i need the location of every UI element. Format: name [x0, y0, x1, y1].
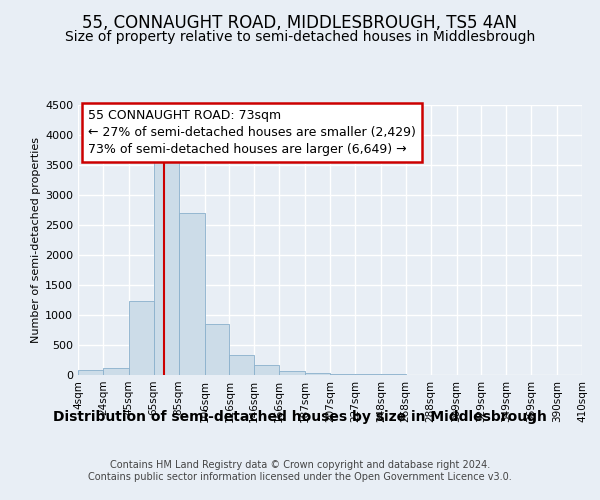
Bar: [355, 374, 381, 375]
Text: 55, CONNAUGHT ROAD, MIDDLESBROUGH, TS5 4AN: 55, CONNAUGHT ROAD, MIDDLESBROUGH, TS5 4…: [82, 14, 518, 32]
Text: 55 CONNAUGHT ROAD: 73sqm
← 27% of semi-detached houses are smaller (2,429)
73% o: 55 CONNAUGHT ROAD: 73sqm ← 27% of semi-d…: [88, 109, 416, 156]
Y-axis label: Number of semi-detached properties: Number of semi-detached properties: [31, 137, 41, 343]
Bar: [154, 158, 179, 375]
Bar: [381, 374, 406, 375]
Text: Contains HM Land Registry data © Crown copyright and database right 2024.: Contains HM Land Registry data © Crown c…: [110, 460, 490, 470]
Bar: [305, 373, 330, 375]
Bar: [279, 372, 305, 375]
Bar: [78, 370, 103, 375]
Text: Distribution of semi-detached houses by size in Middlesbrough: Distribution of semi-detached houses by …: [53, 410, 547, 424]
Bar: [205, 324, 229, 375]
Bar: [103, 368, 129, 375]
Bar: [179, 213, 205, 375]
Bar: [330, 374, 355, 375]
Text: Size of property relative to semi-detached houses in Middlesbrough: Size of property relative to semi-detach…: [65, 30, 535, 44]
Bar: [254, 366, 279, 375]
Bar: [129, 301, 154, 375]
Bar: [229, 355, 254, 375]
Text: Contains public sector information licensed under the Open Government Licence v3: Contains public sector information licen…: [88, 472, 512, 482]
